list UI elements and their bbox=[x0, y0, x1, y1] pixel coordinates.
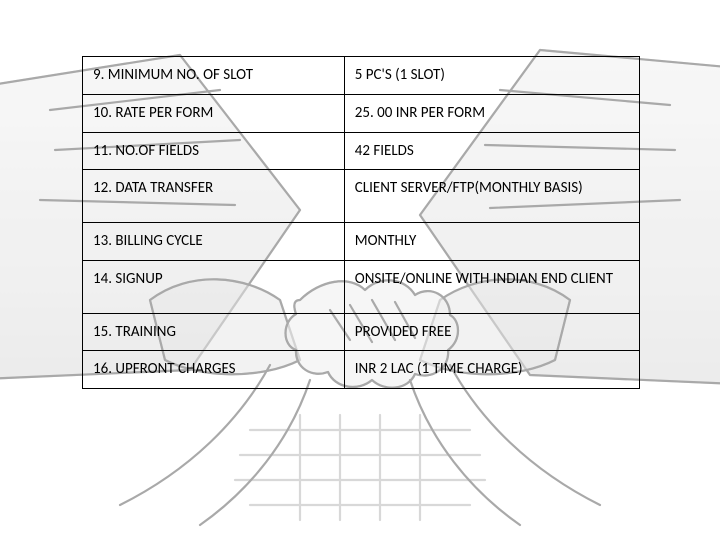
table-row: 15. TRAINING PROVIDED FREE bbox=[83, 313, 640, 351]
table-row: 13. BILLING CYCLE MONTHLY bbox=[83, 223, 640, 261]
spec-label: 9. MINIMUM NO. OF SLOT bbox=[83, 57, 345, 95]
spec-value: CLIENT SERVER/FTP(MONTHLY BASIS) bbox=[344, 170, 639, 223]
table-row: 14. SIGNUP ONSITE/ONLINE WITH INDIAN END… bbox=[83, 260, 640, 313]
spec-value: ONSITE/ONLINE WITH INDIAN END CLIENT bbox=[344, 260, 639, 313]
table-row: 12. DATA TRANSFER CLIENT SERVER/FTP(MONT… bbox=[83, 170, 640, 223]
spec-label: 16. UPFRONT CHARGES bbox=[83, 351, 345, 389]
slide: 9. MINIMUM NO. OF SLOT 5 PC'S (1 SLOT) 1… bbox=[0, 0, 720, 540]
spec-label: 12. DATA TRANSFER bbox=[83, 170, 345, 223]
spec-label: 11. NO.OF FIELDS bbox=[83, 132, 345, 170]
table-row: 11. NO.OF FIELDS 42 FIELDS bbox=[83, 132, 640, 170]
table-row: 16. UPFRONT CHARGES INR 2 LAC (1 TIME CH… bbox=[83, 351, 640, 389]
spec-label: 13. BILLING CYCLE bbox=[83, 223, 345, 261]
spec-value: INR 2 LAC (1 TIME CHARGE) bbox=[344, 351, 639, 389]
spec-value: 5 PC'S (1 SLOT) bbox=[344, 57, 639, 95]
spec-label: 15. TRAINING bbox=[83, 313, 345, 351]
table-row: 10. RATE PER FORM 25. 00 INR PER FORM bbox=[83, 94, 640, 132]
spec-value: MONTHLY bbox=[344, 223, 639, 261]
spec-table: 9. MINIMUM NO. OF SLOT 5 PC'S (1 SLOT) 1… bbox=[82, 56, 640, 389]
spec-value: 42 FIELDS bbox=[344, 132, 639, 170]
spec-label: 14. SIGNUP bbox=[83, 260, 345, 313]
spec-table-container: 9. MINIMUM NO. OF SLOT 5 PC'S (1 SLOT) 1… bbox=[82, 56, 640, 389]
spec-table-body: 9. MINIMUM NO. OF SLOT 5 PC'S (1 SLOT) 1… bbox=[83, 57, 640, 389]
spec-label: 10. RATE PER FORM bbox=[83, 94, 345, 132]
spec-value: PROVIDED FREE bbox=[344, 313, 639, 351]
table-row: 9. MINIMUM NO. OF SLOT 5 PC'S (1 SLOT) bbox=[83, 57, 640, 95]
spec-value: 25. 00 INR PER FORM bbox=[344, 94, 639, 132]
